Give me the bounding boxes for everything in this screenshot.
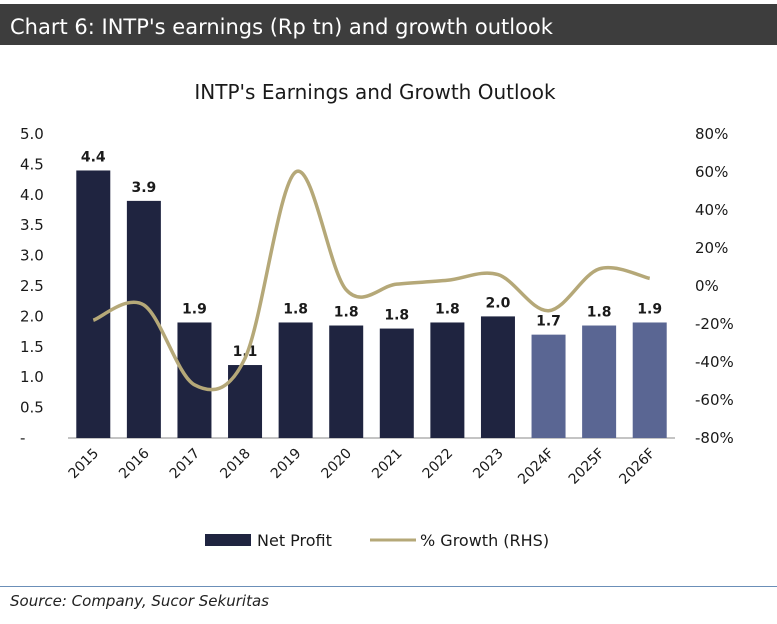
category-label: 2023 xyxy=(470,446,507,483)
growth-line xyxy=(92,169,651,392)
bar-2023 xyxy=(480,316,515,438)
bar-2021 xyxy=(379,328,414,438)
bar-value-label: 4.4 xyxy=(81,149,106,165)
left-tick-label: 5.0 xyxy=(20,125,44,143)
category-label: 2015 xyxy=(66,446,103,483)
chart: INTP's Earnings and Growth Outlook - 0.5 1… xyxy=(20,80,734,550)
left-tick-label: 2.5 xyxy=(20,277,44,295)
left-tick-label: - xyxy=(20,429,25,447)
bar-value-label: 1.8 xyxy=(334,305,359,321)
category-label: 2022 xyxy=(420,446,457,483)
left-tick-label: 0.5 xyxy=(20,399,44,417)
header-title: Chart 6: INTP's earnings (Rp tn) and gro… xyxy=(10,15,553,39)
bar-value-label: 3.9 xyxy=(131,180,156,196)
right-tick-label: -20% xyxy=(695,315,734,333)
legend-label-net-profit: Net Profit xyxy=(257,531,332,550)
bar-value-label: 1.8 xyxy=(283,301,308,317)
bar-2020 xyxy=(329,325,364,438)
bar-value-label: 1.1 xyxy=(233,344,258,360)
left-tick-label: 3.0 xyxy=(20,247,44,265)
right-tick-label: -40% xyxy=(695,353,734,371)
category-label: 2019 xyxy=(268,446,305,483)
right-tick-label: -80% xyxy=(695,429,734,447)
bar-value-label: 1.8 xyxy=(384,308,409,324)
divider xyxy=(0,586,777,587)
bar-2024F xyxy=(531,334,566,438)
left-axis: - 0.5 1.0 1.5 2.0 2.5 3.0 3.5 4.0 4.5 5.0 xyxy=(20,125,44,447)
right-tick-label: 20% xyxy=(695,239,728,257)
left-tick-label: 4.5 xyxy=(20,155,44,173)
right-tick-label: -60% xyxy=(695,391,734,409)
growth-line-layer xyxy=(92,169,651,392)
bar-labels: 4.4 3.9 1.9 1.1 1.8 1.8 1.8 1.8 2.0 1.7 1.8 1.9 xyxy=(81,149,662,360)
category-label: 2026F xyxy=(616,446,658,488)
right-tick-label: 40% xyxy=(695,201,728,219)
bar-2025F xyxy=(582,325,617,438)
right-axis: -80% -60% -40% -20% 0% 20% 40% 60% 80% xyxy=(695,125,734,447)
left-tick-label: 1.0 xyxy=(20,368,44,386)
category-label: 2025F xyxy=(566,446,608,488)
bar-value-label: 1.7 xyxy=(536,314,561,330)
bar-value-label: 1.8 xyxy=(587,305,612,321)
category-label: 2017 xyxy=(167,446,204,483)
bar-value-label: 2.0 xyxy=(486,295,511,311)
right-tick-label: 60% xyxy=(695,163,728,181)
bar-value-label: 1.8 xyxy=(435,301,460,317)
bar-2019 xyxy=(278,322,313,438)
chart-title: INTP's Earnings and Growth Outlook xyxy=(194,80,556,104)
category-label: 2018 xyxy=(217,446,254,483)
bar-2015 xyxy=(76,170,111,439)
bar-2017 xyxy=(177,322,212,438)
category-label: 2024F xyxy=(515,446,557,488)
right-tick-label: 0% xyxy=(695,277,719,295)
legend-label-growth: % Growth (RHS) xyxy=(420,531,549,550)
legend: Net Profit % Growth (RHS) xyxy=(205,531,549,550)
left-tick-label: 2.0 xyxy=(20,307,44,325)
category-label: 2020 xyxy=(319,446,356,483)
bar-2022 xyxy=(430,322,465,438)
bar-value-label: 1.9 xyxy=(637,301,662,317)
source-note: Source: Company, Sucor Sekuritas xyxy=(10,592,269,610)
right-tick-label: 80% xyxy=(695,125,728,143)
bars xyxy=(76,170,667,439)
category-label: 2016 xyxy=(116,445,153,482)
left-tick-label: 4.0 xyxy=(20,186,44,204)
left-tick-label: 3.5 xyxy=(20,216,44,234)
left-tick-label: 1.5 xyxy=(20,338,44,356)
category-labels: 2015 2016 2017 2018 2019 2020 2021 2022 2023 2024… xyxy=(66,445,659,487)
category-label: 2021 xyxy=(369,446,406,483)
bar-value-label: 1.9 xyxy=(182,301,207,317)
bar-2026F xyxy=(632,322,667,438)
legend-swatch-net-profit xyxy=(205,534,251,546)
header-bar: Chart 6: INTP's earnings (Rp tn) and gro… xyxy=(0,4,777,45)
